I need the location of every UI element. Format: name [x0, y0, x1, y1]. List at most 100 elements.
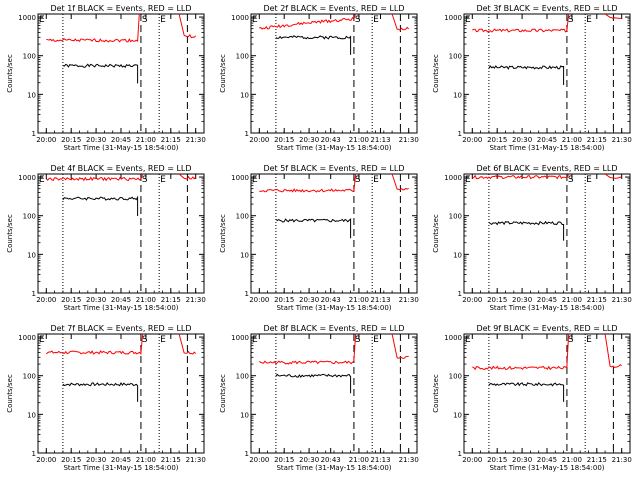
- x-tick-label: 20:00: [249, 136, 269, 144]
- series-events-line: [488, 382, 565, 402]
- marker-s: S: [355, 335, 361, 345]
- series-events-line: [275, 35, 352, 55]
- x-tick-label: 21:30: [399, 456, 419, 464]
- marker-e-left: E: [39, 175, 45, 185]
- series-lld-line: [178, 173, 197, 180]
- y-axis-label: Counts/sec: [6, 54, 14, 93]
- y-tick-label: 1: [32, 290, 36, 298]
- x-tick-label: 20:30: [512, 136, 532, 144]
- series-lld-line: [604, 333, 622, 368]
- x-tick-label: 20:30: [86, 296, 106, 304]
- x-tick-label: 21:15: [587, 136, 607, 144]
- y-tick-label: 1000: [18, 174, 36, 182]
- x-tick-label: 20:30: [512, 456, 532, 464]
- x-tick-label: 20:45: [111, 136, 131, 144]
- panel-title: Det 4f BLACK = Events, RED = LLD: [50, 164, 191, 173]
- y-tick-label: 1: [245, 130, 249, 138]
- x-tick-label: 21:30: [186, 296, 206, 304]
- x-tick-label: 21:30: [399, 136, 419, 144]
- x-tick-label: 21:00: [349, 456, 369, 464]
- marker-e: E: [160, 335, 166, 345]
- x-tick-label: 21:00: [562, 296, 582, 304]
- x-tick-label: 20:15: [274, 136, 294, 144]
- x-tick-label: 20:15: [487, 136, 507, 144]
- y-tick-label: 1: [458, 450, 462, 458]
- panel-title: Det 5f BLACK = Events, RED = LLD: [263, 164, 404, 173]
- panel-title: Det 1f BLACK = Events, RED = LLD: [50, 4, 191, 13]
- y-tick-label: 100: [236, 53, 249, 61]
- series-events-line: [275, 218, 352, 239]
- panel-title: Det 6f BLACK = Events, RED = LLD: [476, 164, 617, 173]
- x-tick-label: 20:15: [487, 456, 507, 464]
- plot-frame: [250, 13, 418, 134]
- plot-frame: [37, 173, 205, 294]
- series-lld-line: [472, 333, 570, 371]
- x-axis-label: Start Time (31-May-15 18:54:00): [276, 304, 391, 312]
- x-tick-label: 21:00: [349, 296, 369, 304]
- marker-s: S: [142, 335, 148, 345]
- y-tick-label: 10: [240, 251, 249, 259]
- y-axis-label: Counts/sec: [6, 214, 14, 253]
- y-axis-label: Counts/sec: [6, 374, 14, 413]
- series-events-line: [62, 63, 139, 84]
- x-tick-label: 20:30: [299, 296, 319, 304]
- y-tick-label: 1000: [18, 14, 36, 22]
- y-axis-label: Counts/sec: [219, 214, 227, 253]
- y-axis-label: Counts/sec: [432, 54, 440, 93]
- x-tick-label: 20:30: [299, 456, 319, 464]
- marker-s: S: [142, 175, 148, 185]
- series-lld-line: [391, 173, 409, 191]
- y-tick-label: 1: [458, 130, 462, 138]
- panel-7: Det 7f BLACK = Events, RED = LLD Counts/s…: [6, 324, 206, 472]
- series-lld-line: [391, 13, 410, 31]
- y-tick-label: 10: [27, 91, 36, 99]
- x-tick-label: 20:00: [36, 456, 56, 464]
- y-tick-label: 10: [240, 411, 249, 419]
- x-axis-label: Start Time (31-May-15 18:54:00): [276, 464, 391, 472]
- x-tick-label: 20:15: [274, 296, 294, 304]
- marker-e-left: E: [465, 335, 471, 345]
- y-tick-label: 1000: [444, 174, 462, 182]
- y-tick-label: 100: [236, 213, 249, 221]
- panel-title: Det 3f BLACK = Events, RED = LLD: [476, 4, 617, 13]
- x-tick-label: 20:45: [537, 456, 557, 464]
- series-lld-line: [472, 173, 570, 180]
- x-tick-label: 20:15: [61, 456, 81, 464]
- series-lld-line: [391, 333, 409, 359]
- marker-e-left: E: [252, 335, 258, 345]
- panel-8: Det 8f BLACK = Events, RED = LLD Counts/s…: [219, 324, 419, 472]
- series-lld-line: [178, 13, 197, 39]
- x-tick-label: 21:15: [587, 456, 607, 464]
- x-tick-label: 21:30: [612, 296, 632, 304]
- x-axis-label: Start Time (31-May-15 18:54:00): [489, 144, 604, 152]
- x-tick-label: 20:00: [462, 136, 482, 144]
- x-tick-label: 21:15: [161, 456, 181, 464]
- x-axis-label: Start Time (31-May-15 18:54:00): [489, 304, 604, 312]
- series-lld-line: [178, 333, 197, 355]
- series-lld-line: [258, 333, 357, 365]
- marker-s: S: [355, 15, 361, 25]
- y-tick-label: 1: [245, 450, 249, 458]
- x-tick-label: 21:30: [186, 456, 206, 464]
- y-tick-label: 10: [453, 411, 462, 419]
- marker-s: S: [355, 175, 361, 185]
- x-tick-label: 20:00: [36, 136, 56, 144]
- series-lld-line: [45, 173, 144, 182]
- marker-e-left: E: [252, 175, 258, 185]
- x-tick-label: 20:45: [111, 296, 131, 304]
- marker-e: E: [586, 175, 592, 185]
- marker-e-left: E: [39, 335, 45, 345]
- y-tick-label: 100: [449, 213, 462, 221]
- x-tick-label: 21:00: [136, 456, 156, 464]
- x-tick-label: 21:15: [161, 136, 181, 144]
- series-lld-line: [604, 13, 622, 19]
- x-axis-label: Start Time (31-May-15 18:54:00): [63, 464, 178, 472]
- panel-title: Det 9f BLACK = Events, RED = LLD: [476, 324, 617, 333]
- x-tick-label: 21:00: [349, 136, 369, 144]
- x-axis-label: Start Time (31-May-15 18:54:00): [276, 144, 391, 152]
- plot-frame: [250, 173, 418, 294]
- x-tick-label: 21:00: [136, 296, 156, 304]
- x-tick-label: 21:00: [562, 456, 582, 464]
- x-tick-label: 20:00: [462, 456, 482, 464]
